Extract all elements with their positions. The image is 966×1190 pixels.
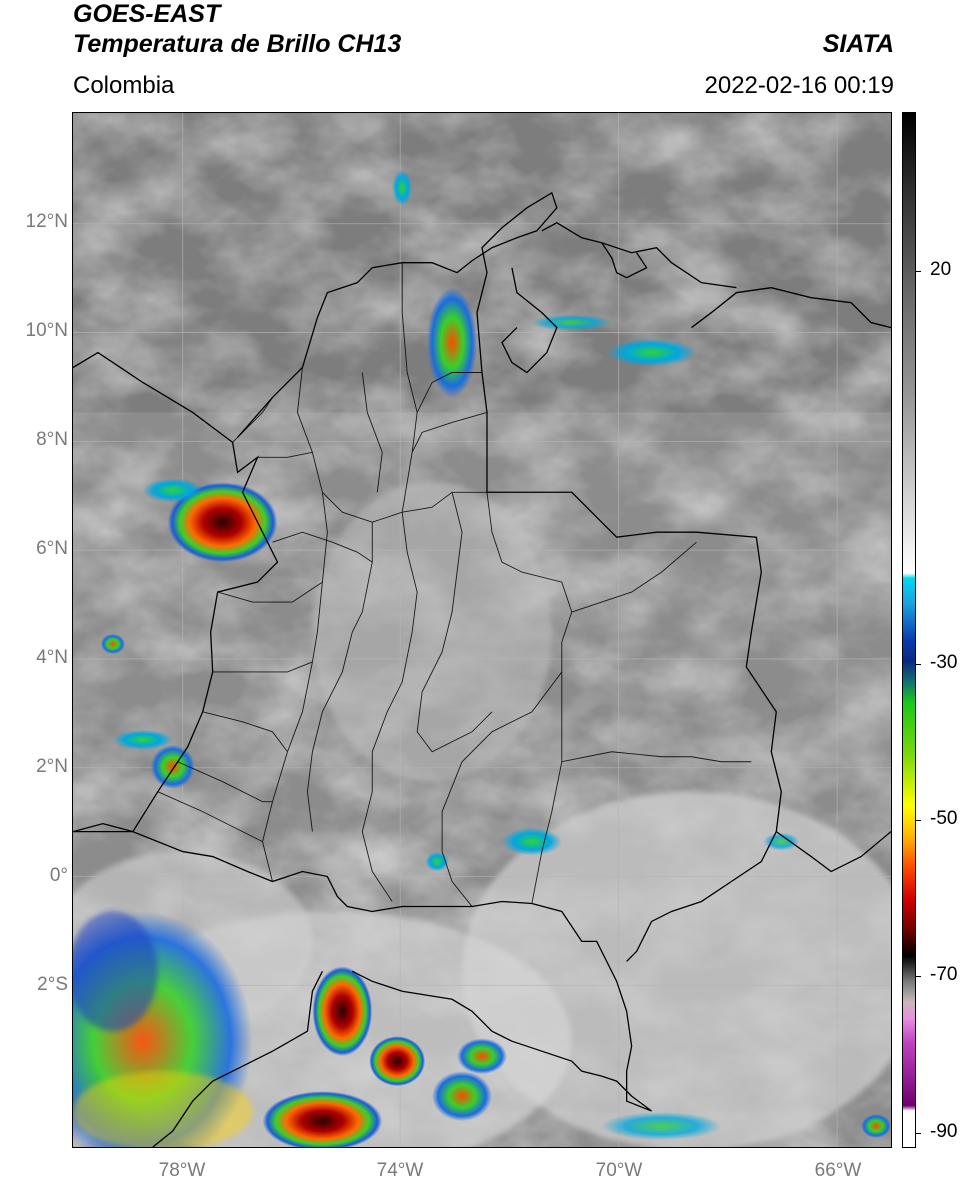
- colorbar-label-20: 20: [930, 259, 952, 280]
- channel-title: Temperatura de Brillo CH13: [73, 30, 402, 58]
- lat-tick-2s: 2°S: [37, 974, 68, 995]
- colorbar-tick-mark: [916, 976, 921, 977]
- lat-tick-6n: 6°N: [36, 538, 68, 559]
- colorbar-tick-mark: [916, 820, 921, 821]
- lat-tick-10n: 10°N: [25, 320, 68, 341]
- lon-tick-78w: 78°W: [158, 1160, 206, 1181]
- lon-tick-70w: 70°W: [595, 1160, 643, 1181]
- colorbar-label-minus90: -90: [930, 1121, 958, 1142]
- colorbar-label-minus70: -70: [930, 964, 958, 985]
- storm-cells: [73, 169, 891, 1147]
- lat-tick-4n: 4°N: [36, 647, 68, 668]
- department-lines: [157, 262, 752, 907]
- product-title: GOES-EAST: [73, 0, 221, 28]
- lon-tick-66w: 66°W: [814, 1160, 862, 1181]
- borders: [73, 191, 891, 1147]
- source-label: SIATA: [822, 30, 894, 58]
- lat-tick-0: 0°: [49, 865, 68, 886]
- colorbar-tick-mark: [916, 1133, 921, 1134]
- colorbar-label-minus30: -30: [930, 652, 958, 673]
- satellite-map[interactable]: [72, 112, 892, 1148]
- colorbar-label-minus50: -50: [930, 808, 958, 829]
- lon-tick-74w: 74°W: [376, 1160, 424, 1181]
- timestamp-label: 2022-02-16 00:19: [704, 72, 895, 99]
- lat-tick-12n: 12°N: [25, 211, 68, 232]
- lat-tick-8n: 8°N: [36, 429, 68, 450]
- colorbar-tick-mark: [916, 664, 921, 665]
- colorbar-tick-mark: [916, 271, 921, 272]
- lat-tick-2n: 2°N: [36, 756, 68, 777]
- region-label: Colombia: [73, 72, 175, 99]
- map-canvas: [73, 113, 891, 1147]
- temperature-colorbar: [902, 112, 916, 1148]
